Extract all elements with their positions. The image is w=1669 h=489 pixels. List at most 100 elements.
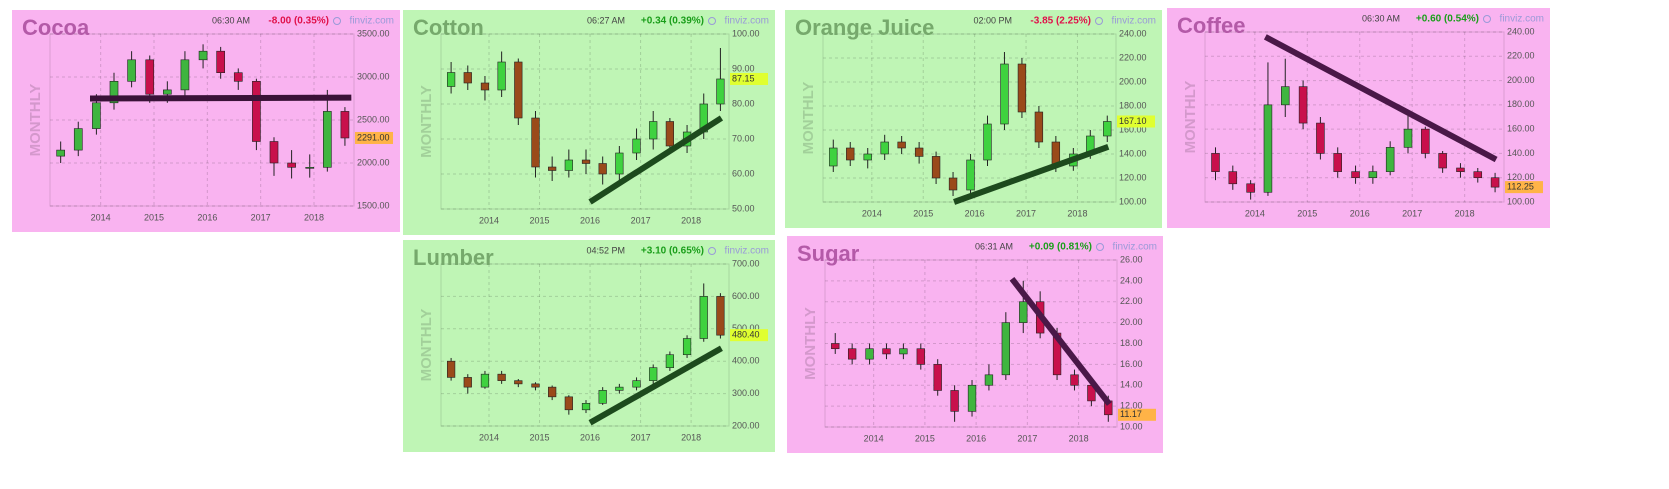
y-tick-label: 90.00 <box>732 63 755 73</box>
candle-body <box>984 374 994 386</box>
candle-body <box>1298 86 1308 124</box>
price-tag <box>1117 115 1155 128</box>
x-tick-label: 2017 <box>1017 433 1037 443</box>
time: 06:27 AM <box>587 15 625 25</box>
chart-title: Cotton <box>413 15 484 40</box>
candle-body <box>233 72 243 82</box>
candle-body <box>1000 63 1009 125</box>
candle-body <box>899 348 908 355</box>
candle-body <box>446 72 456 87</box>
candle-body <box>632 138 641 154</box>
watermark: MONTHLY <box>1182 81 1199 154</box>
candle-body <box>914 147 924 157</box>
candle-body <box>933 364 942 391</box>
source: finviz.com <box>350 16 394 27</box>
x-tick-label: 2014 <box>479 432 499 442</box>
x-tick-label: 2015 <box>530 432 550 442</box>
price-label: 2291.00 <box>357 132 390 142</box>
candle-body <box>514 61 523 119</box>
candle-body <box>882 348 891 355</box>
y-tick-label: 2000.00 <box>357 157 390 167</box>
candle-body <box>948 177 958 191</box>
source-icon <box>333 17 341 25</box>
candle-body <box>829 147 838 167</box>
plot-frame <box>440 263 730 427</box>
source-icon <box>1483 15 1491 23</box>
candle-body <box>56 149 65 157</box>
candle-body <box>581 159 591 164</box>
x-tick-label: 2014 <box>479 215 499 225</box>
candle-body <box>950 390 959 412</box>
price-label: 87.15 <box>732 73 755 83</box>
candle-body <box>198 50 208 61</box>
x-tick-label: 2015 <box>144 212 164 222</box>
candle-body <box>564 159 573 171</box>
x-tick-label: 2018 <box>1067 208 1087 218</box>
candle-body <box>931 156 941 179</box>
candle-body <box>1070 374 1079 386</box>
x-tick-label: 2014 <box>862 208 882 218</box>
candle-body <box>446 360 456 378</box>
trendline <box>89 94 352 102</box>
chart-panel: MONTHLY 100.00 120.00 140.00 160.00 180.00 200… <box>785 10 1162 228</box>
y-tick-label: 140.00 <box>1507 148 1535 158</box>
candle-body <box>1281 86 1290 106</box>
change: -3.85 (2.25%) <box>1030 16 1091 27</box>
candle-body <box>1351 171 1360 179</box>
candle-body <box>127 59 136 82</box>
candle-body <box>480 373 490 388</box>
y-tick-label: 10.00 <box>1120 421 1143 431</box>
price-label: 11.17 <box>1120 409 1142 419</box>
candle-body <box>581 403 591 411</box>
candle-body <box>598 163 607 175</box>
time: 06:30 AM <box>212 15 250 25</box>
y-tick-label: 120.00 <box>1119 172 1147 182</box>
plot-frame <box>440 33 730 210</box>
candle-body <box>216 50 225 74</box>
plot-frame <box>1204 31 1505 203</box>
candle-body <box>682 338 692 356</box>
price-tag <box>730 329 768 342</box>
candle-body <box>252 81 261 142</box>
watermark: MONTHLY <box>802 307 819 380</box>
chart-title: Lumber <box>413 245 494 270</box>
y-tick-label: 160.00 <box>1507 124 1535 134</box>
price-label: 112.25 <box>1507 182 1534 192</box>
price-label: 167.10 <box>1119 116 1147 126</box>
y-tick-label: 1500.00 <box>357 200 390 210</box>
price-tag <box>355 131 393 144</box>
x-tick-label: 2014 <box>864 433 884 443</box>
trendline <box>953 143 1110 205</box>
candle-body <box>1246 183 1255 193</box>
candle-body <box>1001 322 1010 376</box>
candle-body <box>531 117 540 168</box>
y-tick-label: 300.00 <box>732 388 760 398</box>
change: +3.10 (0.65%) <box>641 246 704 257</box>
candle-body <box>880 141 889 155</box>
x-tick-label: 2015 <box>530 215 550 225</box>
candle-body <box>865 348 874 360</box>
y-tick-label: 220.00 <box>1119 52 1147 62</box>
watermark: MONTHLY <box>800 82 817 155</box>
y-tick-label: 20.00 <box>1120 317 1143 327</box>
chart-panel: MONTHLY 100.00 120.00 140.00 160.00 180.00 200… <box>1167 8 1550 228</box>
candle-body <box>323 111 332 168</box>
x-tick-label: 2016 <box>966 433 986 443</box>
panel-background <box>12 10 400 232</box>
x-tick-label: 2015 <box>913 208 933 218</box>
y-tick-label: 600.00 <box>732 291 760 301</box>
y-tick-label: 18.00 <box>1120 338 1143 348</box>
y-tick-label: 200.00 <box>732 420 760 430</box>
y-tick-label: 12.00 <box>1120 401 1143 411</box>
y-tick-label: 14.00 <box>1120 380 1143 390</box>
y-tick-label: 80.00 <box>732 98 755 108</box>
candle-body <box>598 390 607 404</box>
x-tick-label: 2017 <box>1016 208 1036 218</box>
x-tick-label: 2018 <box>304 212 324 222</box>
candle-body <box>1263 104 1273 193</box>
y-tick-label: 180.00 <box>1119 100 1147 110</box>
y-tick-label: 100.00 <box>1507 196 1535 206</box>
candle-body <box>480 82 490 91</box>
source-icon <box>708 247 716 255</box>
